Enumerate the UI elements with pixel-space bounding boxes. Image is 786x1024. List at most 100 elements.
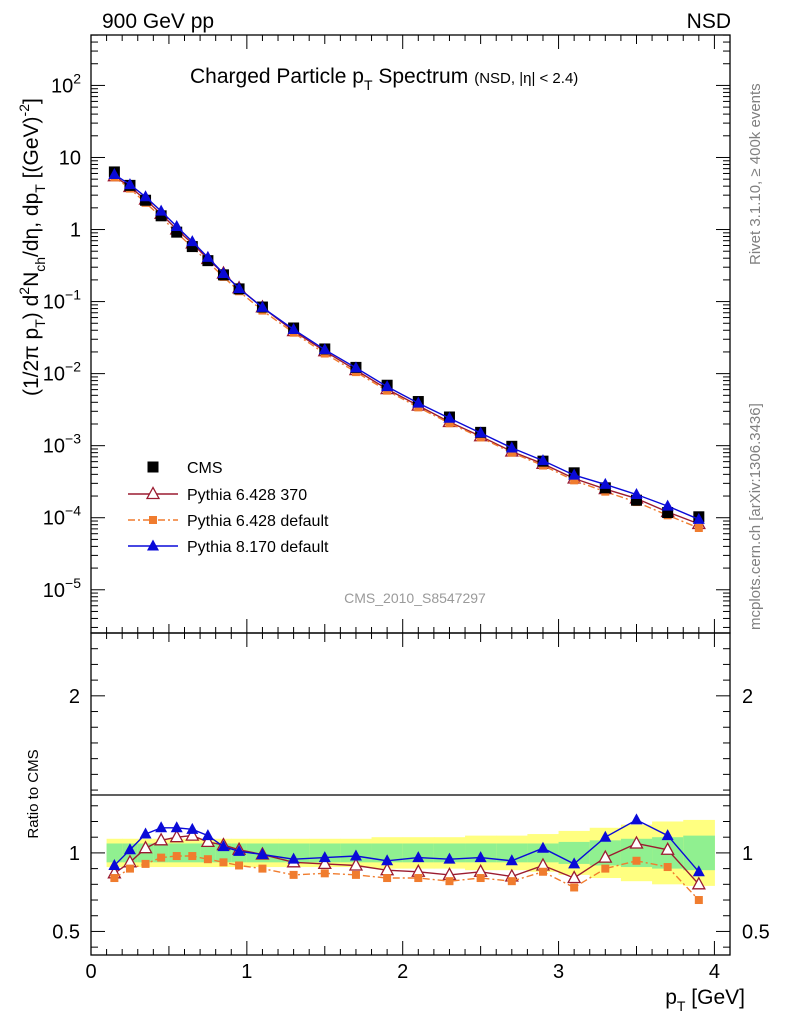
ratio-frame [90,632,731,956]
x-tick-label: 3 [553,961,564,983]
main-y-tick-label: 102 [51,70,81,97]
ratio-point-pythia-6-428-370-2 [138,840,153,854]
main-point-cms-5 [186,241,198,253]
main-point-pythia-8-170-default-3 [155,204,168,216]
ratio-point-pythia-8-170-default-21 [630,813,643,825]
main-y-tick-label-exp: −2 [65,359,81,375]
xlabel-sub: T [677,998,686,1014]
ratio-point-pythia-6-428-default-3 [157,853,166,862]
ylabel-b-sup: 2 [16,287,32,295]
ratio-point-pythia-8-170-default-2 [139,827,152,839]
ratio-point-pythia-6-428-default-13 [383,874,392,883]
chart-title-sub: T [364,77,373,93]
main-point-pythia-8-170-default-20 [599,477,612,489]
main-y-tick-label: 10−1 [43,287,81,314]
band-inner-23 [683,835,715,871]
ratio-point-pythia-6-428-default-1 [125,864,134,873]
ratio-point-pythia-6-428-default-16 [476,874,485,883]
analysis-label: CMS_2010_S8547297 [344,590,486,606]
ylabel-e-sup: -2 [16,104,32,117]
ratio-point-pythia-8-170-default-9 [256,847,269,859]
ratio-point-pythia-6-428-default-5 [188,852,197,861]
main-point-cms-3 [155,210,167,222]
main-point-pythia-6-428-default-15 [445,419,454,428]
ratio-point-pythia-8-170-default-0 [108,858,121,870]
ratio-point-pythia-6-428-default-15 [445,877,454,886]
energy-label: 900 GeV pp [102,10,214,33]
ratio-point-pythia-6-428-default-20 [601,864,610,873]
ratio-y-tick-label-right: 0.5 [742,921,770,943]
main-y-tick-label-base: 1 [70,220,81,242]
band-inner-0 [106,843,123,863]
ratio-point-pythia-6-428-default-17 [507,877,516,886]
main-y-tick-label-exp: 2 [73,70,81,86]
chart-subtitle: (NSD, |η| < 2.4) [474,70,578,87]
main-point-pythia-8-170-default-17 [505,441,518,453]
ratio-point-pythia-6-428-default-21 [632,856,641,865]
ratio-point-pythia-6-428-default-11 [320,869,329,878]
main-point-pythia-8-170-default-12 [349,361,362,373]
x-tick-label: 1 [241,961,252,983]
band-inner-13 [371,843,404,863]
x-axis-label: pT [GeV] [665,986,745,1014]
ratio-y-tick-label-left: 1 [69,843,80,865]
ratio-panel: 0.5 0.5 1 1 2 2 Ratio to CMS [25,632,770,956]
main-point-cms-22 [662,507,674,519]
ratio-point-pythia-6-428-370-23 [691,876,706,890]
ratio-point-pythia-8-170-default-11 [318,851,331,863]
ratio-point-pythia-8-170-default-4 [170,821,183,833]
ratio-point-pythia-6-428-370-19 [567,870,582,884]
main-point-pythia-8-170-default-21 [630,488,643,500]
ratio-point-pythia-6-428-default-14 [414,874,423,883]
ylabel-d-sub: T [32,184,48,193]
ratio-point-pythia-8-170-default-17 [505,854,518,866]
main-series-layer [107,166,706,533]
ratio-point-pythia-6-428-default-10 [289,870,298,879]
ratio-point-pythia-6-428-370-20 [598,849,613,863]
main-point-pythia-8-170-default-8 [233,281,246,293]
ratio-point-pythia-6-428-default-0 [110,874,119,883]
ratio-point-pythia-8-170-default-12 [349,849,362,861]
ylabel-e: [(GeV) [20,116,43,184]
main-y-tick-label-exp: −3 [65,431,81,447]
main-point-pythia-8-170-default-22 [661,499,674,511]
ratio-point-pythia-8-170-default-19 [568,857,581,869]
main-point-pythia-8-170-default-1 [123,178,136,190]
band-inner-15 [433,843,466,863]
ratio-point-pythia-6-428-370-21 [629,835,644,849]
ratio-ticks [90,632,731,955]
ratio-point-pythia-8-170-default-13 [381,854,394,866]
ylabel-f: ] [20,98,43,104]
band-inner-18 [527,843,560,863]
x-tick-labels: 0 1 2 3 4 [85,961,720,983]
main-y-tick-label: 10 [59,147,81,169]
ratio-point-pythia-8-170-default-20 [599,830,612,842]
ratio-point-pythia-6-428-default-2 [141,859,150,868]
rivet-version-label: Rivet 3.1.10, ≥ 400k events [747,83,764,265]
main-y-tick-label: 1 [70,220,81,242]
ratio-point-pythia-6-428-default-18 [538,867,547,876]
ylabel-c: N [20,272,43,287]
main-point-pythia-8-170-default-23 [692,512,705,524]
main-point-pythia-8-170-default-4 [170,220,183,232]
legend-label-pythia-6-428-default: Pythia 6.428 default [187,513,329,530]
main-y-tick-label: 10−2 [43,359,81,386]
ratio-point-pythia-6-428-default-6 [203,855,212,864]
chart-title-tail: Spectrum [373,65,469,88]
ylabel-a: (1/2π p [20,328,43,396]
ratio-point-pythia-8-170-default-5 [186,822,199,834]
legend-label-pythia-6-428-370: Pythia 6.428 370 [187,487,307,504]
ratio-y-tick-labels: 0.5 0.5 1 1 2 2 [52,686,770,944]
main-point-pythia-8-170-default-15 [443,411,456,423]
band-inner-19 [558,841,591,864]
ratio-point-pythia-8-170-default-6 [201,829,214,841]
ratio-y-tick-label-right: 2 [742,686,753,708]
main-point-pythia-8-170-default-10 [287,322,300,334]
ratio-series-layer [107,813,706,905]
legend-marker-pythia-8-170-default [147,539,159,551]
legend-marker-pythia-6-428-370 [145,486,161,500]
main-y-tick-label: 10−4 [43,503,81,530]
ratio-point-pythia-8-170-default-22 [661,829,674,841]
ratio-point-pythia-8-170-default-23 [692,865,705,877]
main-point-pythia-8-170-default-19 [568,468,581,480]
